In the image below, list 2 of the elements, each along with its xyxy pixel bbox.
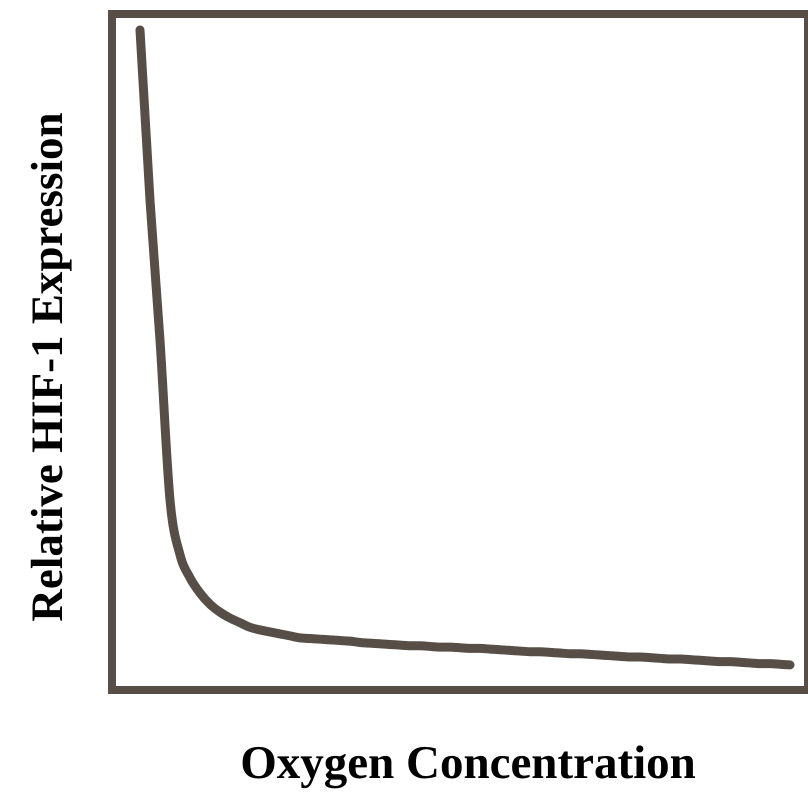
x-axis-title: Oxygen Concentration	[240, 737, 696, 789]
y-axis-title: Relative HIF-1 Expression	[22, 112, 72, 622]
